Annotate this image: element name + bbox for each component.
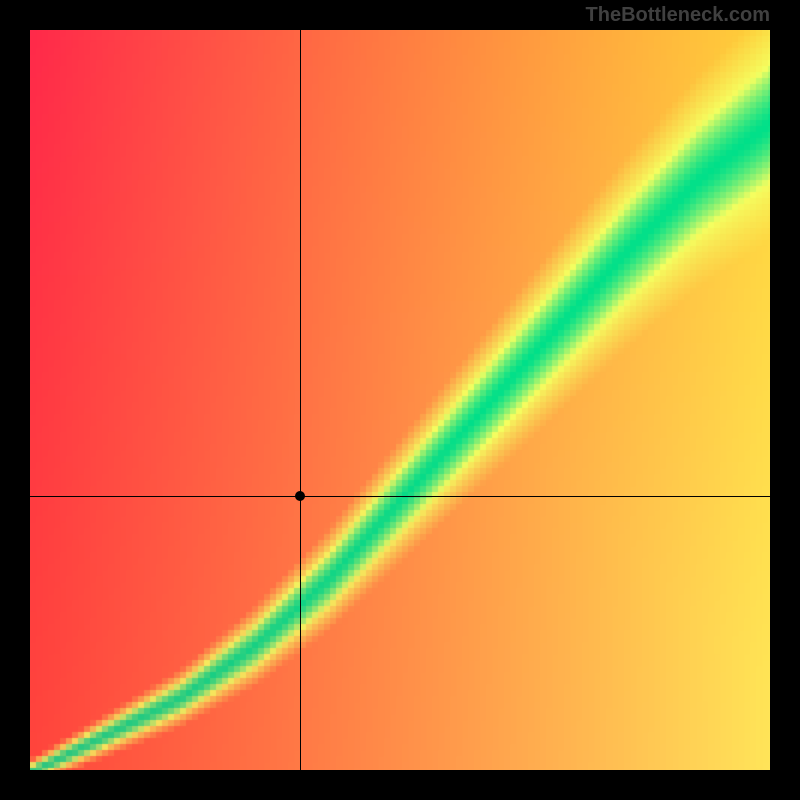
crosshair-vertical [300,30,301,770]
crosshair-horizontal [30,496,770,497]
chart-container: TheBottleneck.com [0,0,800,800]
heatmap-canvas [30,30,770,770]
watermark-text: TheBottleneck.com [586,4,770,27]
